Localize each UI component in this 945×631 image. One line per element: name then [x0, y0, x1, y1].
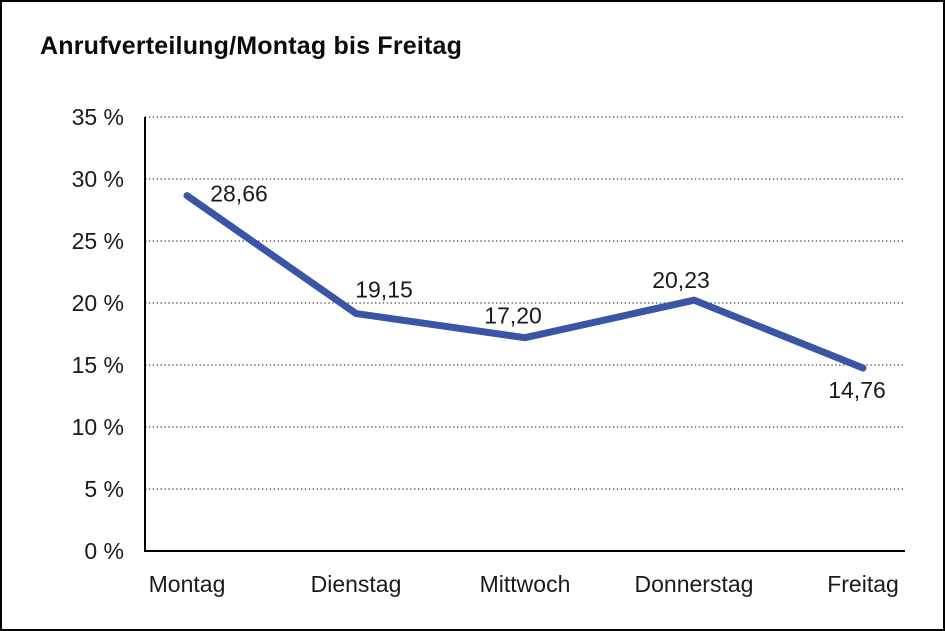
- y-tick-label: 0 %: [84, 538, 124, 564]
- x-category-label: Freitag: [827, 571, 899, 597]
- y-tick-label: 35 %: [72, 104, 124, 130]
- x-category-label: Mittwoch: [480, 571, 571, 597]
- data-label: 20,23: [652, 267, 710, 293]
- data-label: 19,15: [355, 277, 413, 303]
- y-tick-label: 10 %: [72, 414, 124, 440]
- x-category-label: Dienstag: [311, 571, 402, 597]
- data-label: 17,20: [484, 303, 542, 329]
- y-tick-label: 5 %: [84, 476, 124, 502]
- y-tick-label: 25 %: [72, 228, 124, 254]
- x-category-label: Montag: [149, 571, 226, 597]
- y-tick-label: 15 %: [72, 352, 124, 378]
- y-tick-label: 30 %: [72, 166, 124, 192]
- chart-title: Anrufverteilung/Montag bis Freitag: [40, 32, 463, 60]
- y-tick-label: 20 %: [72, 290, 124, 316]
- series-line: [183, 192, 867, 372]
- data-label: 28,66: [210, 181, 268, 207]
- x-category-label: Donnerstag: [635, 571, 754, 597]
- data-label: 14,76: [828, 377, 886, 403]
